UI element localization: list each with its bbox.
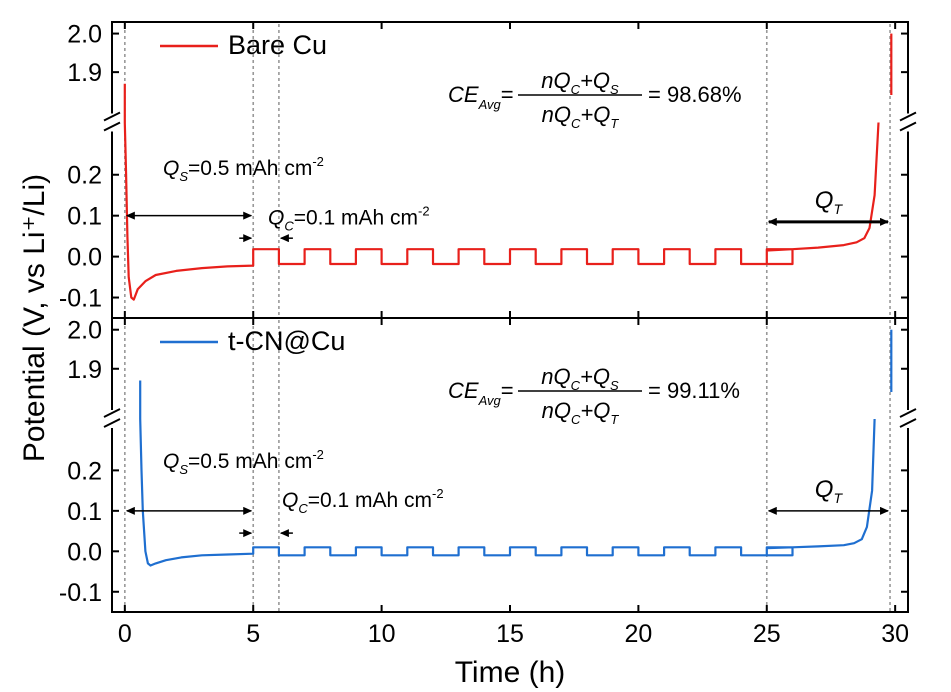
y-tick-label: 1.9: [67, 356, 102, 384]
ce-fraction-numerator: nQC+QS: [541, 364, 619, 393]
axis-break-mark-1: [899, 111, 917, 122]
axis-break-mark-0: [103, 418, 121, 428]
qt-label: QT: [815, 187, 844, 217]
ce-fraction-denominator: nQC+QT: [542, 102, 620, 131]
y-tick-label: 2.0: [67, 21, 102, 49]
y-tick-label: -0.1: [59, 285, 102, 313]
ce-equation-label: CEAvg=: [448, 378, 514, 408]
ce-value: = 98.68%: [648, 82, 742, 107]
y-tick-label: 0.2: [67, 457, 102, 485]
x-tick-label: 10: [368, 620, 396, 648]
qt-label: QT: [815, 476, 844, 506]
x-axis-label: Time (h): [455, 656, 566, 689]
qc-label: QC=0.1 mAh cm-2: [268, 204, 430, 234]
axis-break-mark-1: [899, 408, 917, 418]
y-axis-label: Potential (V, vs Li⁺/Li): [18, 174, 51, 462]
y-tick-label: 0.2: [67, 162, 102, 190]
axis-break-mark-0: [103, 111, 121, 122]
axis-break-mark-0: [103, 408, 121, 418]
y-tick-label: 0.0: [67, 538, 102, 566]
series-line-1: [139, 380, 876, 567]
axis-break-mark-1: [899, 121, 917, 132]
legend-label-1: t-CN@Cu: [228, 326, 345, 356]
ce-value: = 99.11%: [648, 378, 740, 403]
ce-fraction-denominator: nQC+QT: [542, 398, 620, 427]
legend-label-0: Bare Cu: [228, 30, 327, 60]
panel-bare-cu: -0.1 0.0 0.1 0.2 1.9 2.0 Bare Cu CEAvg= nQC+QS nQ…: [59, 21, 917, 319]
qc-label: QC=0.1 mAh cm-2: [282, 486, 444, 516]
axis-break-mark-1: [899, 418, 917, 428]
panel-t-cn-cu: -0.1 0.0 0.1 0.2 1.9 2.0 t-CN@Cu CEAvg= nQC+QS nQ…: [59, 317, 917, 613]
x-tick-label: 15: [496, 620, 524, 648]
x-tick-label: 0: [118, 620, 132, 648]
y-tick-label: 1.9: [67, 59, 102, 87]
y-tick-label: 0.1: [67, 498, 102, 526]
y-tick-label: 2.0: [67, 317, 102, 345]
x-tick-label: 25: [753, 620, 781, 648]
x-tick-label: 5: [246, 620, 260, 648]
x-tick-label: 30: [881, 620, 909, 648]
qs-label: QS=0.5 mAh cm-2: [163, 154, 324, 184]
series-line-0: [123, 83, 880, 301]
qs-label: QS=0.5 mAh cm-2: [163, 447, 324, 477]
y-tick-label: -0.1: [59, 579, 102, 607]
ce-fraction-numerator: nQC+QS: [541, 68, 619, 97]
axis-break-mark-0: [103, 121, 121, 132]
y-tick-label: 0.1: [67, 203, 102, 231]
ce-equation-label: CEAvg=: [448, 82, 514, 112]
x-tick-label: 20: [624, 620, 652, 648]
y-tick-label: 0.0: [67, 244, 102, 272]
